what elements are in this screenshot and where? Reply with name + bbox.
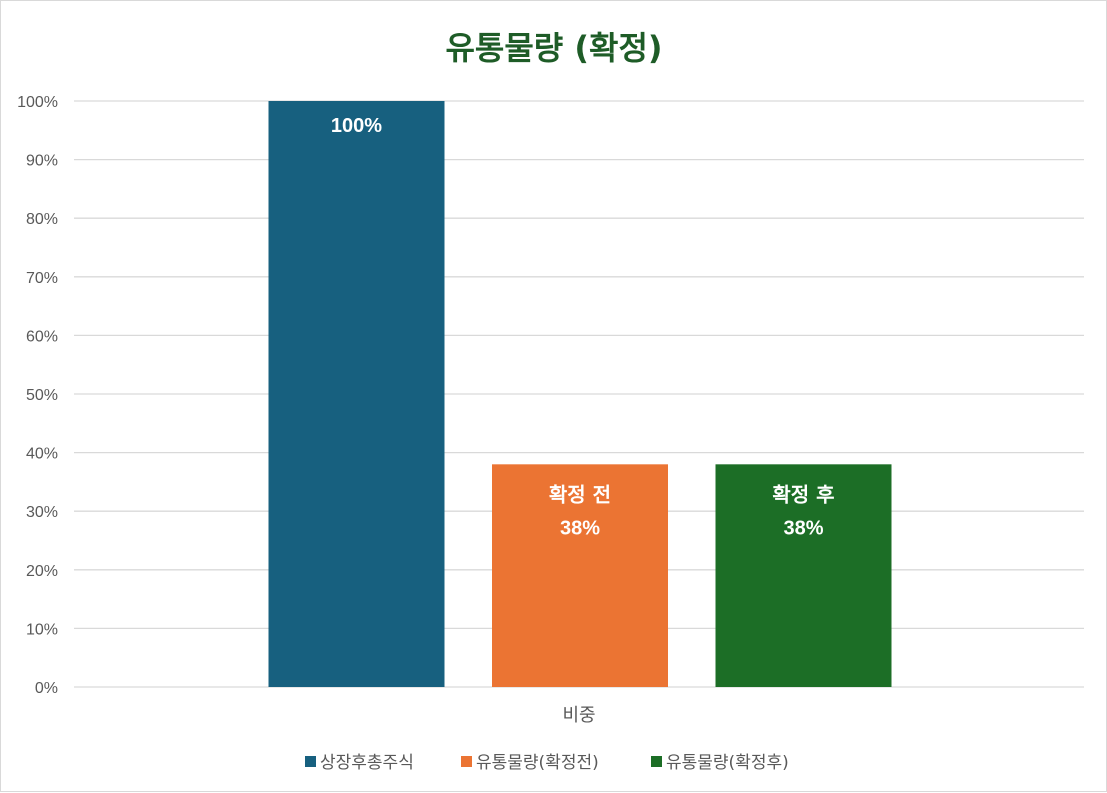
data-label-value: 38% <box>560 517 600 539</box>
y-tick-label: 100% <box>17 94 58 111</box>
bar-2 <box>492 464 668 687</box>
y-tick-label: 0% <box>35 680 58 697</box>
y-tick-label: 20% <box>26 563 58 580</box>
y-axis-ticks: 0% 10% 20% 30% 40% 50% 60% 70% 80% 90% 100% <box>17 94 58 697</box>
legend-item: 유통물량(확정후) <box>651 753 789 773</box>
gridlines <box>74 100 1084 688</box>
chart-title: 유통물량 (확정) <box>445 29 662 67</box>
bars <box>268 101 892 687</box>
legend-swatch <box>305 756 316 767</box>
y-tick-label: 70% <box>26 270 58 287</box>
legend-swatch <box>651 756 662 767</box>
bar-3 <box>715 464 892 687</box>
legend-label: 유통물량(확정전) <box>476 753 599 773</box>
category-label: 비중 <box>562 705 595 726</box>
data-label-name: 확정 전 <box>549 482 611 506</box>
legend-item: 상장후총주식 <box>305 753 414 773</box>
data-labels: 100% 확정 전 38% 확정 후 38% <box>331 115 835 539</box>
legend-label: 상장후총주식 <box>320 753 414 773</box>
y-tick-label: 60% <box>26 328 58 345</box>
y-tick-label: 10% <box>26 621 58 638</box>
legend-label: 유통물량(확정후) <box>666 753 789 773</box>
legend-swatch <box>461 756 472 767</box>
data-label-name: 확정 후 <box>772 482 834 506</box>
data-label-value: 38% <box>783 517 823 539</box>
legend-item: 유통물량(확정전) <box>461 753 599 773</box>
legend: 상장후총주식 유통물량(확정전) 유통물량(확정후) <box>305 753 789 773</box>
y-tick-label: 30% <box>26 504 58 521</box>
y-tick-label: 90% <box>26 153 58 170</box>
y-tick-label: 40% <box>26 446 58 463</box>
bar-1 <box>268 101 445 687</box>
y-tick-label: 50% <box>26 387 58 404</box>
y-tick-label: 80% <box>26 211 58 228</box>
data-label-value: 100% <box>331 115 382 137</box>
